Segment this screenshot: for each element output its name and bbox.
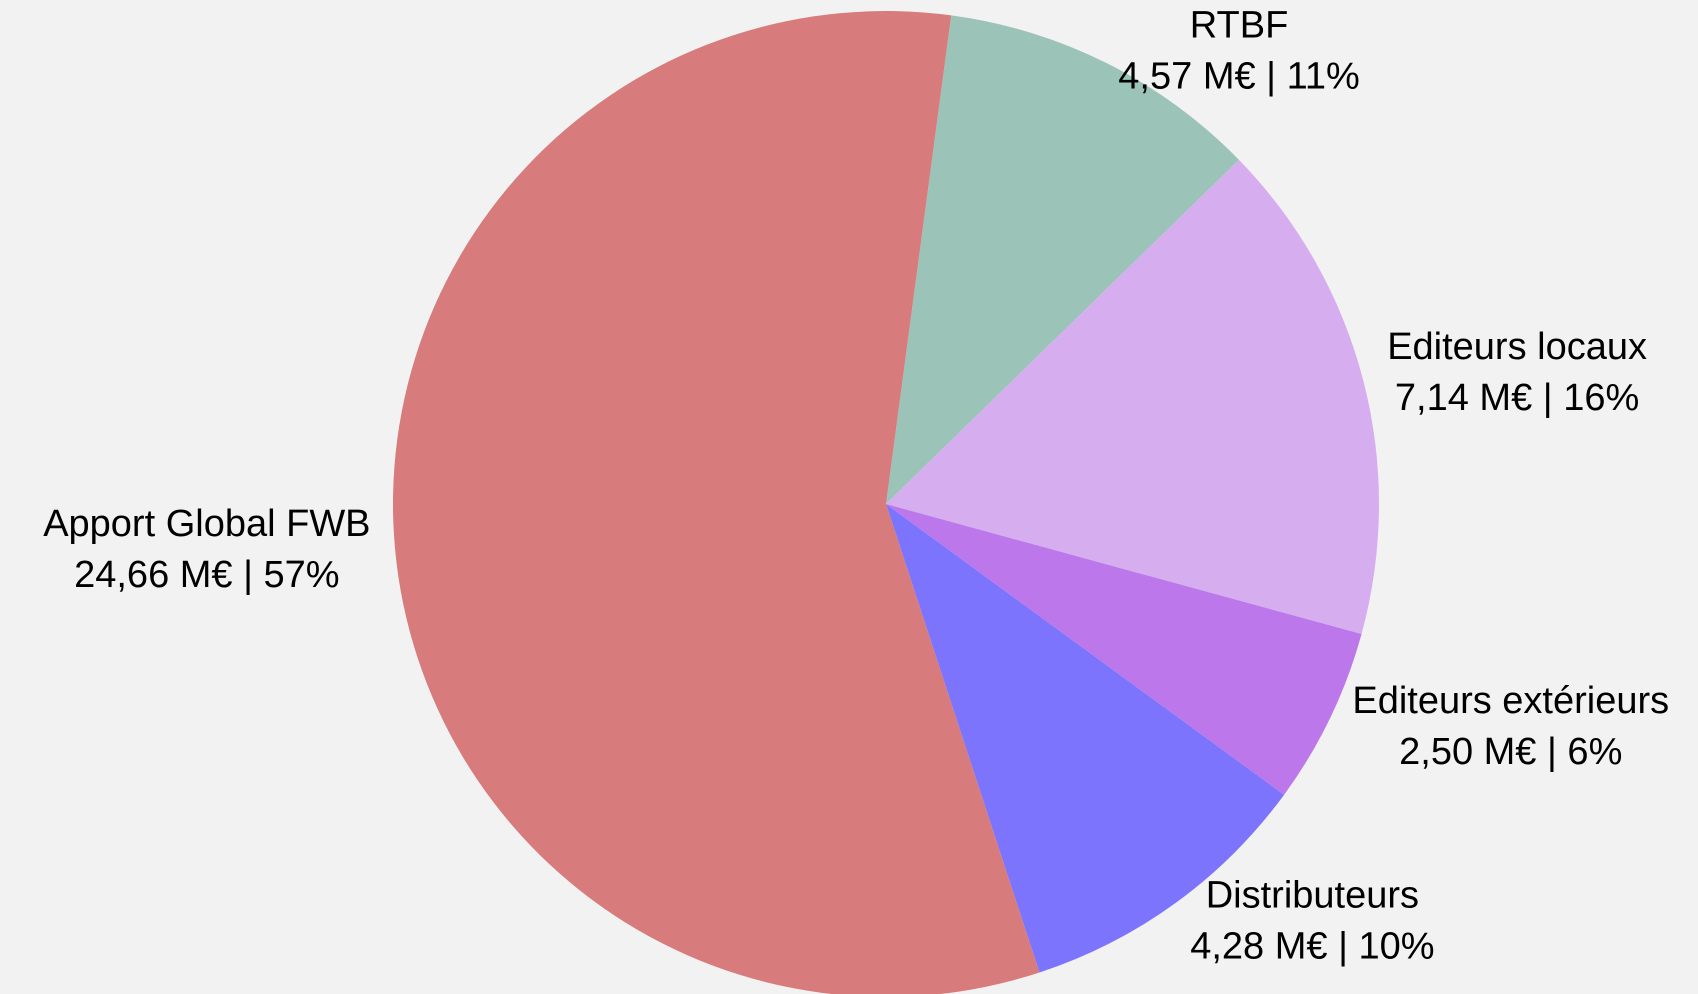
- pie-slice: [886, 15, 1240, 504]
- pie-slice: [393, 11, 1040, 994]
- slice-label: Editeurs extérieurs: [1352, 680, 1669, 722]
- slice-value-label: 2,50 M€ | 6%: [1399, 731, 1622, 773]
- pie-slice: [886, 504, 1362, 795]
- slice-label: Apport Global FWB: [43, 503, 370, 545]
- slice-label: RTBF: [1190, 5, 1289, 47]
- slice-label: Distributeurs: [1206, 874, 1419, 916]
- pie-slice: [886, 504, 1285, 973]
- slice-value-label: 4,28 M€ | 10%: [1190, 925, 1434, 967]
- slice-value-label: 4,57 M€ | 11%: [1118, 56, 1360, 98]
- slice-label: Editeurs locaux: [1387, 326, 1647, 368]
- slice-value-label: 7,14 M€ | 16%: [1395, 377, 1639, 419]
- pie-slice: [886, 159, 1379, 635]
- slice-value-label: 24,66 M€ | 57%: [74, 554, 339, 596]
